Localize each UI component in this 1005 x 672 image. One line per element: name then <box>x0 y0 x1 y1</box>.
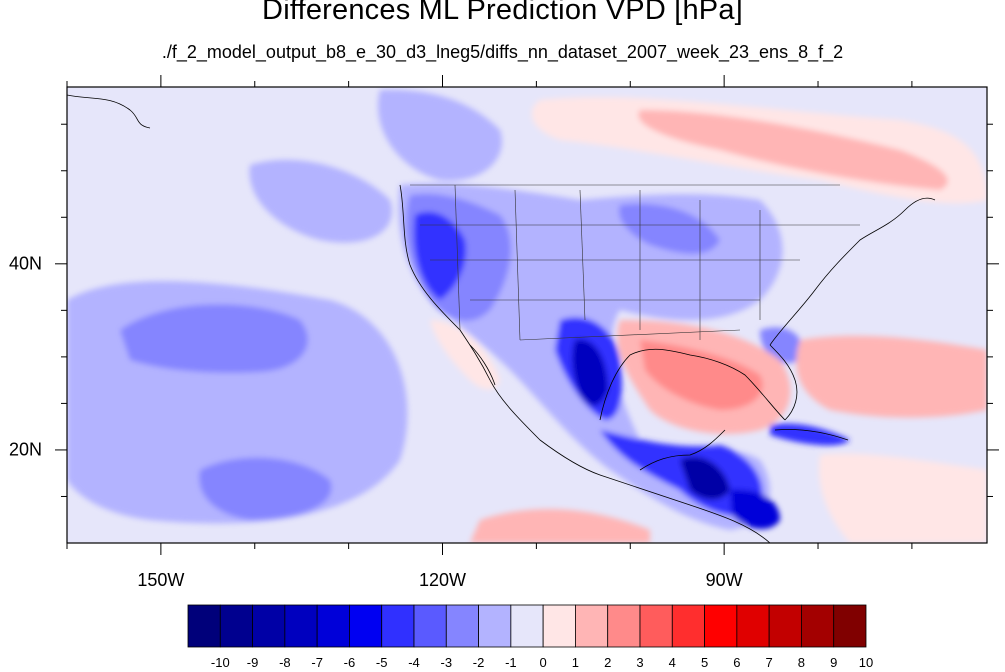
plot-title: Differences ML Prediction VPD [hPa] <box>262 0 743 26</box>
colorbar-swatch <box>801 604 835 648</box>
colorbar-tick-label: -3 <box>440 655 453 670</box>
axis-ticks <box>55 75 999 555</box>
colorbar-swatch <box>542 604 576 648</box>
longitude-label: 120W <box>418 570 467 590</box>
colorbar-tick-label: 3 <box>636 655 644 670</box>
colorbar-tick-label: -9 <box>246 655 259 670</box>
colorbar-tick-label: -6 <box>343 655 356 670</box>
colorbar-swatch <box>768 604 802 648</box>
coastlines <box>67 94 936 543</box>
colorbar-swatch <box>671 604 705 648</box>
colorbar-tick-label: 4 <box>668 655 676 670</box>
colorbar-swatch <box>639 604 673 648</box>
longitude-label: 90W <box>705 570 743 590</box>
colorbar-swatch <box>284 604 318 648</box>
colorbar-tick-label: 10 <box>858 655 874 670</box>
latitude-label: 40N <box>8 253 42 274</box>
vpd-difference-field <box>67 87 987 543</box>
colorbar-tick-label: -2 <box>472 655 485 670</box>
colorbar-swatch <box>316 604 350 648</box>
colorbar-swatch <box>478 604 512 648</box>
colorbar-tick-label: 8 <box>797 655 806 670</box>
colorbar-swatch <box>445 604 479 648</box>
colorbar-tick-label: -1 <box>505 655 517 670</box>
colorbar-swatch <box>575 604 609 648</box>
colorbar-swatch <box>736 604 770 648</box>
colorbar-swatch <box>219 604 253 648</box>
state-boundaries <box>410 184 860 341</box>
colorbar-tick-label: 7 <box>765 655 773 670</box>
latitude-label: 20N <box>8 439 42 460</box>
colorbar-swatch <box>252 604 286 648</box>
colorbar-swatch <box>510 604 544 648</box>
colorbar-tick-label: 0 <box>539 655 547 670</box>
longitude-label: 150W <box>137 570 185 590</box>
colorbar-tick-label: 5 <box>700 655 709 670</box>
colorbar-swatch <box>187 604 221 648</box>
colorbar <box>187 604 867 648</box>
colorbar-swatch <box>607 604 641 648</box>
colorbar-tick-label: -10 <box>210 655 230 670</box>
colorbar-tick-label: -7 <box>311 655 323 670</box>
colorbar-tick-label: 9 <box>830 655 838 670</box>
colorbar-swatch <box>704 604 738 648</box>
colorbar-swatch <box>381 604 415 648</box>
colorbar-swatch <box>413 604 447 648</box>
plot-subtitle: ./f_2_model_output_b8_e_30_d3_lneg5/diff… <box>161 42 844 62</box>
colorbar-tick-label: 1 <box>571 655 580 670</box>
colorbar-tick-label: -4 <box>408 655 420 670</box>
colorbar-swatch <box>349 604 383 648</box>
map-border <box>66 86 988 544</box>
colorbar-tick-label: 2 <box>604 655 612 670</box>
colorbar-tick-label: -8 <box>279 655 291 670</box>
colorbar-tick-label: 6 <box>733 655 741 670</box>
colorbar-tick-label: -5 <box>375 655 388 670</box>
colorbar-swatch <box>833 604 867 648</box>
